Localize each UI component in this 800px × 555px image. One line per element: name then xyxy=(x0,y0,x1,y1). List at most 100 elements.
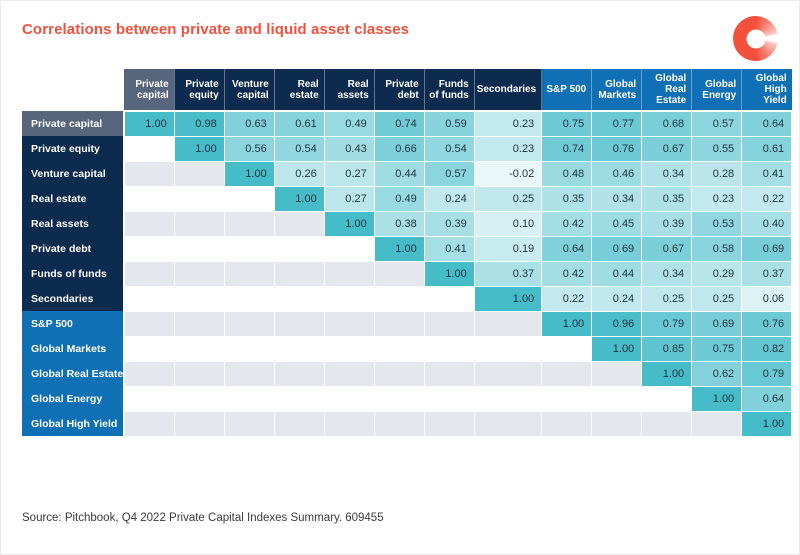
brand-logo-icon xyxy=(733,16,778,61)
matrix-cell: 0.63 xyxy=(223,110,275,137)
empty-cell xyxy=(123,360,175,387)
matrix-cell: 0.34 xyxy=(641,260,693,287)
matrix-cell: 1.00 xyxy=(541,310,593,337)
empty-cell xyxy=(473,335,543,362)
matrix-cell: 0.76 xyxy=(741,310,793,337)
matrix-row: Global Real Estate 1.00 0.62 0.79 xyxy=(22,360,793,387)
matrix-row: Private capital 1.00 0.98 0.63 0.61 0.49 0.74 0… xyxy=(22,110,793,137)
empty-cell xyxy=(591,410,643,437)
matrix-cell: 1.00 xyxy=(641,360,693,387)
matrix-cell: 0.44 xyxy=(591,260,643,287)
matrix-cell: 0.76 xyxy=(591,135,643,162)
col-header-s-p-500: S&P 500 xyxy=(541,69,592,112)
empty-cell xyxy=(641,410,693,437)
empty-cell xyxy=(373,310,425,337)
matrix-row: Secondaries 1.00 0.22 0.24 0.25 0.25 0.06 xyxy=(22,285,793,312)
empty-cell xyxy=(273,210,325,237)
empty-cell xyxy=(691,410,743,437)
matrix-cell: 0.45 xyxy=(591,210,643,237)
matrix-row: Global High Yield 1.00 xyxy=(22,410,793,437)
empty-cell xyxy=(123,185,175,212)
matrix-cell: 0.41 xyxy=(741,160,793,187)
matrix-row: Global Energy 1.00 0.64 xyxy=(22,385,793,412)
empty-cell xyxy=(123,160,175,187)
empty-cell xyxy=(223,285,275,312)
matrix-cell: 0.54 xyxy=(273,135,325,162)
matrix-cell: 0.57 xyxy=(423,160,475,187)
empty-cell xyxy=(223,210,275,237)
empty-cell xyxy=(323,335,375,362)
matrix-row: S&P 500 1.00 0.96 0.79 0.69 0.76 xyxy=(22,310,793,337)
empty-cell xyxy=(273,285,325,312)
page-title: Correlations between private and liquid … xyxy=(22,21,410,38)
empty-cell xyxy=(123,310,175,337)
matrix-body: Private capital 1.00 0.98 0.63 0.61 0.49 0.74 0… xyxy=(22,110,793,437)
matrix-cell: 0.48 xyxy=(541,160,593,187)
empty-cell xyxy=(123,235,175,262)
col-header-venture-capital: Venture capital xyxy=(223,69,275,112)
empty-cell xyxy=(223,260,275,287)
empty-cell xyxy=(173,160,225,187)
row-header-private-debt: Private debt xyxy=(22,236,126,261)
empty-cell xyxy=(541,385,593,412)
empty-cell xyxy=(323,235,375,262)
empty-cell xyxy=(373,335,425,362)
matrix-cell: 0.56 xyxy=(223,135,275,162)
empty-cell xyxy=(273,235,325,262)
empty-cell xyxy=(223,360,275,387)
matrix-row: Private equity 1.00 0.56 0.54 0.43 0.66 0.54 0.… xyxy=(22,135,793,162)
matrix-cell: 0.40 xyxy=(741,210,793,237)
matrix-cell: 0.59 xyxy=(423,110,475,137)
matrix-cell: 0.96 xyxy=(591,310,643,337)
col-header-private-capital: Private capital xyxy=(124,69,175,112)
matrix-cell: 0.35 xyxy=(641,185,693,212)
row-header-venture-capital: Venture capital xyxy=(22,161,126,186)
matrix-column-headers: Private capital Private equity Venture cap… xyxy=(22,69,792,112)
row-header-funds-of-funds: Funds of funds xyxy=(22,261,126,286)
matrix-cell: 0.19 xyxy=(473,235,543,262)
row-header-real-assets: Real assets xyxy=(22,211,126,236)
matrix-cell: 0.39 xyxy=(641,210,693,237)
matrix-cell: 0.24 xyxy=(591,285,643,312)
matrix-cell: 0.23 xyxy=(473,135,543,162)
matrix-cell: 1.00 xyxy=(123,110,175,137)
matrix-cell: 0.25 xyxy=(691,285,743,312)
matrix-cell: 0.69 xyxy=(691,310,743,337)
empty-cell xyxy=(373,260,425,287)
corner-cell xyxy=(22,69,125,111)
matrix-cell: 0.41 xyxy=(423,235,475,262)
matrix-cell: 0.57 xyxy=(691,110,743,137)
matrix-cell: 0.27 xyxy=(323,185,375,212)
matrix-cell: 0.34 xyxy=(591,185,643,212)
col-header-global-real-estate: Global Real Estate xyxy=(641,69,692,112)
row-header-s-p-500: S&P 500 xyxy=(22,311,126,336)
empty-cell xyxy=(273,335,325,362)
empty-cell xyxy=(223,410,275,437)
matrix-cell: 0.67 xyxy=(641,235,693,262)
empty-cell xyxy=(123,385,175,412)
empty-cell xyxy=(423,360,475,387)
empty-cell xyxy=(173,310,225,337)
empty-cell xyxy=(273,410,325,437)
empty-cell xyxy=(223,235,275,262)
empty-cell xyxy=(423,310,475,337)
matrix-row: Real estate 1.00 0.27 0.49 0.24 0.25 0.35 0.34 0… xyxy=(22,185,793,212)
empty-cell xyxy=(123,335,175,362)
matrix-cell: 0.10 xyxy=(473,210,543,237)
matrix-cell: 0.25 xyxy=(641,285,693,312)
source-note: Source: Pitchbook, Q4 2022 Private Capit… xyxy=(22,512,384,524)
empty-cell xyxy=(223,310,275,337)
matrix-cell: 0.69 xyxy=(741,235,793,262)
matrix-cell: 1.00 xyxy=(741,410,793,437)
matrix-row: Private debt 1.00 0.41 0.19 0.64 0.69 0.67 0.58… xyxy=(22,235,793,262)
empty-cell xyxy=(173,285,225,312)
empty-cell xyxy=(123,210,175,237)
matrix-cell: 0.62 xyxy=(691,360,743,387)
row-header-secondaries: Secondaries xyxy=(22,286,126,311)
matrix-cell: 1.00 xyxy=(691,385,743,412)
matrix-cell: 0.74 xyxy=(373,110,425,137)
matrix-cell: 0.42 xyxy=(541,260,593,287)
col-header-global-markets: Global Markets xyxy=(591,69,642,112)
matrix-cell: 0.42 xyxy=(541,210,593,237)
matrix-cell: 0.44 xyxy=(373,160,425,187)
